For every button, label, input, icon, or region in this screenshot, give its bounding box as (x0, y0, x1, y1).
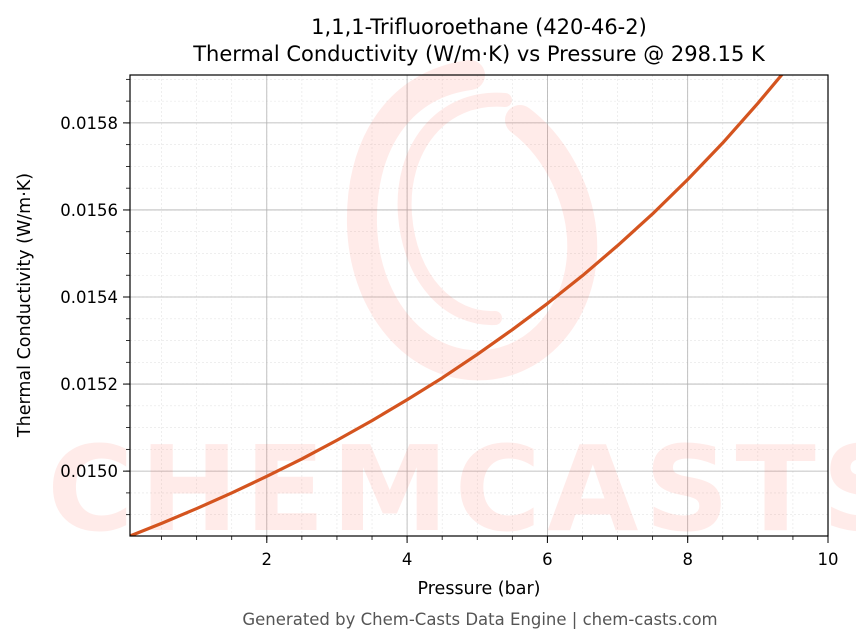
y-tick-label: 0.0154 (60, 288, 118, 307)
watermark: CHEMCASTS (47, 60, 856, 558)
series-line-0 (130, 75, 784, 536)
y-tick-label: 0.0150 (60, 462, 118, 481)
x-tick-label: 4 (402, 550, 413, 569)
y-axis-label: Thermal Conductivity (W/m·K) (15, 173, 35, 438)
chart-subtitle: Thermal Conductivity (W/m·K) vs Pressure… (192, 42, 766, 66)
series-layer (130, 75, 784, 536)
y-tick-label: 0.0156 (60, 201, 118, 220)
x-tick-label: 2 (262, 550, 273, 569)
footer-credit: Generated by Chem-Casts Data Engine | ch… (242, 610, 717, 629)
watermark-text: CHEMCASTS (47, 420, 856, 558)
y-tick-label: 0.0152 (60, 375, 118, 394)
plot-frame (129, 74, 829, 537)
x-tick-label: 8 (682, 550, 693, 569)
x-axis-label: Pressure (bar) (418, 579, 541, 599)
chart-title: 1,1,1-Trifluoroethane (420-46-2) (311, 15, 647, 39)
x-tick-label: 10 (818, 550, 839, 569)
y-axis: 0.0150 0.0152 0.0154 0.0156 0.0158 (60, 78, 130, 516)
y-tick-label: 0.0158 (60, 114, 118, 133)
x-axis: 2 4 6 8 10 (161, 536, 839, 569)
watermark-swirl-inner (397, 92, 512, 326)
x-tick-label: 6 (542, 550, 553, 569)
